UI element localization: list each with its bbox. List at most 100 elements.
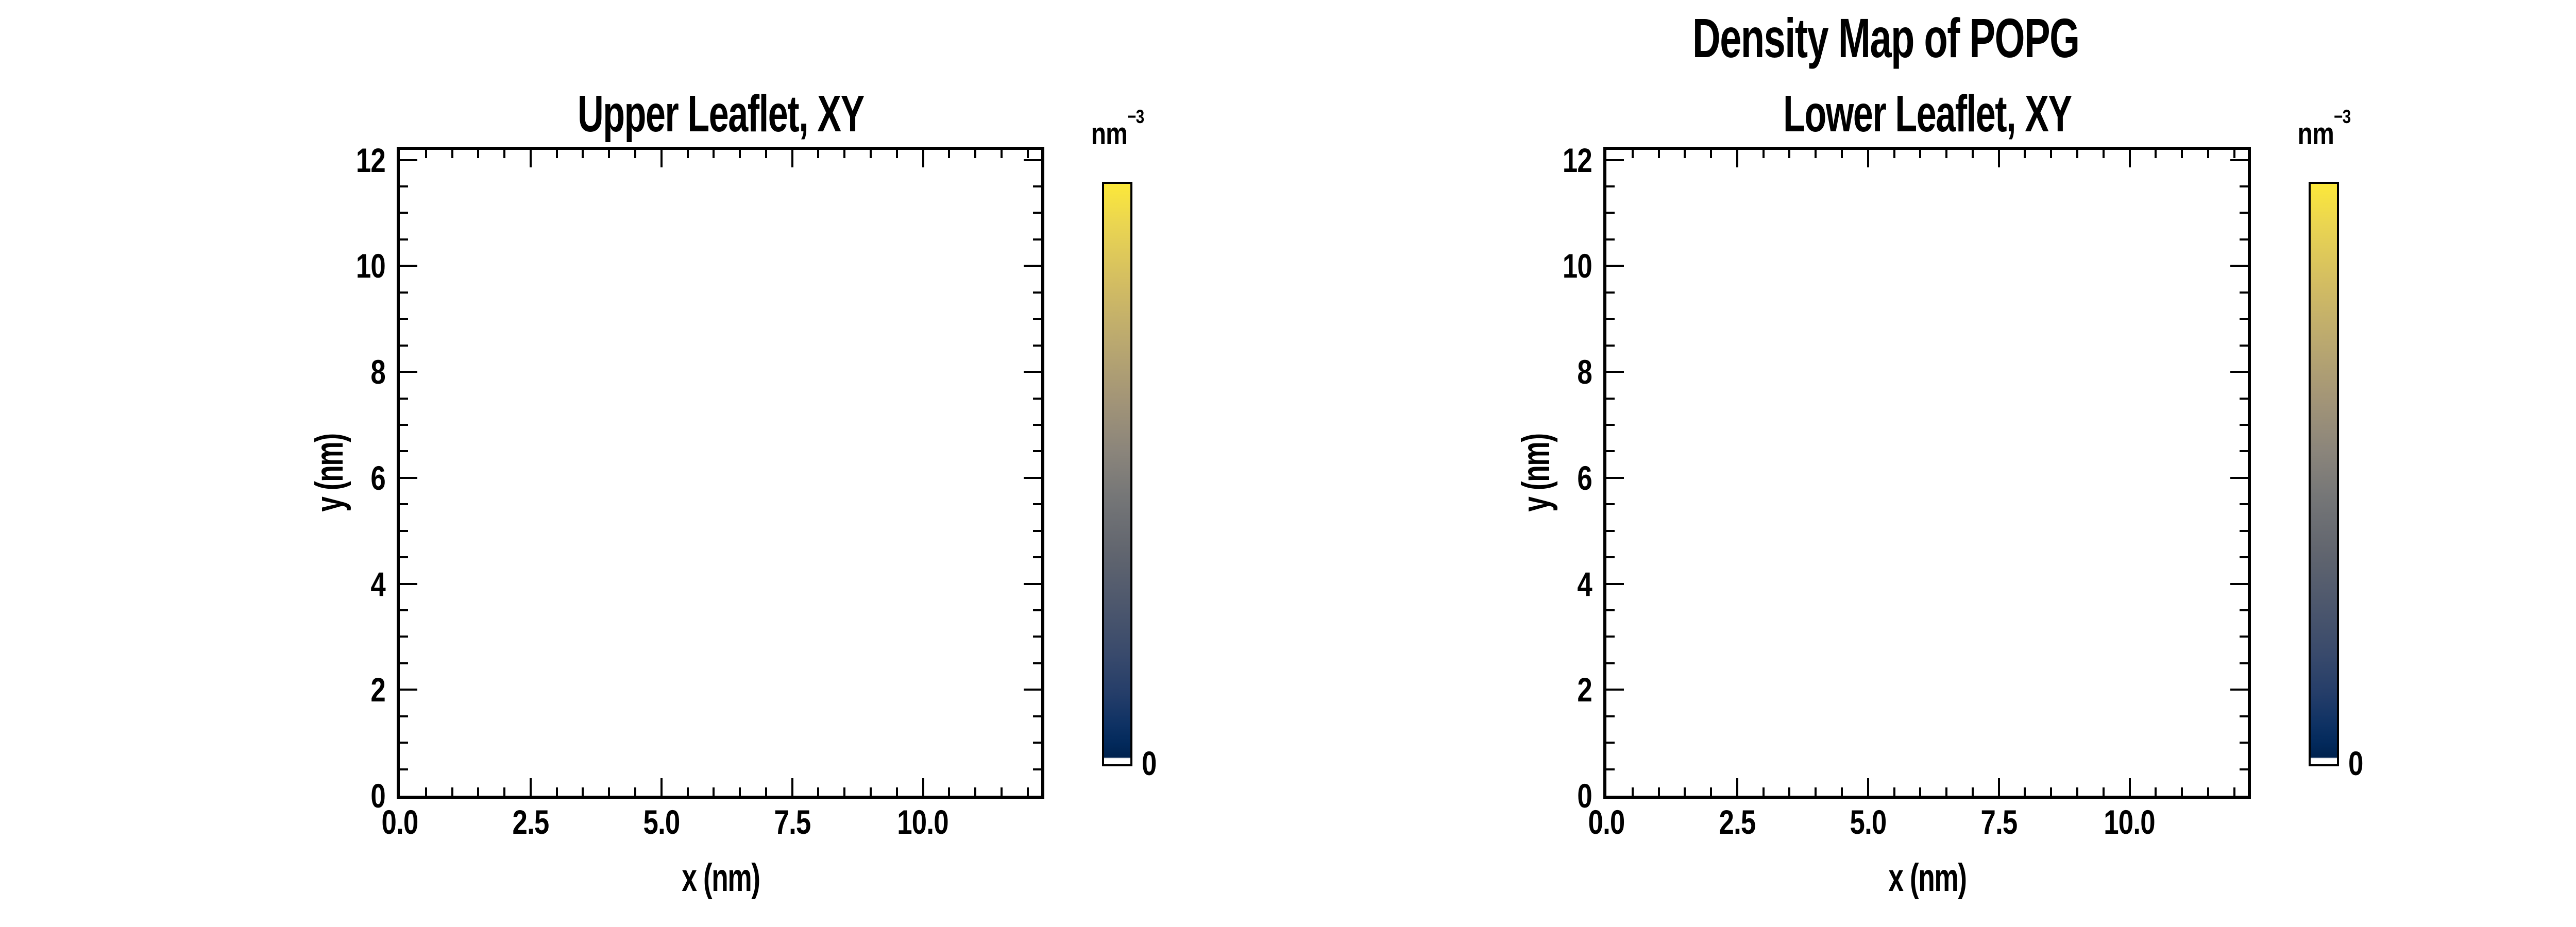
x-major-tick: [1867, 150, 1869, 167]
x-minor-tick: [1657, 150, 1660, 158]
y-minor-tick: [1033, 636, 1041, 638]
x-tick-label: 0.0: [381, 803, 419, 841]
x-minor-tick: [2233, 787, 2235, 796]
x-minor-tick: [1815, 787, 1817, 796]
colorbar-unit-label: nm−3: [1035, 107, 1200, 149]
y-minor-tick: [400, 397, 408, 400]
y-minor-tick: [2240, 291, 2248, 294]
x-minor-tick: [1762, 787, 1765, 796]
x-minor-tick: [2076, 150, 2078, 158]
y-major-tick: [400, 582, 417, 585]
subplot-title: Upper Leaflet, XY: [577, 85, 865, 143]
x-minor-tick: [686, 150, 689, 158]
x-minor-tick: [608, 150, 611, 158]
x-minor-tick: [503, 787, 506, 796]
y-minor-tick: [400, 503, 408, 506]
y-minor-tick: [1033, 556, 1041, 559]
x-minor-tick: [503, 150, 506, 158]
y-major-tick: [1606, 371, 1624, 373]
y-minor-tick: [400, 715, 408, 717]
y-minor-tick: [1606, 609, 1615, 611]
x-minor-tick: [843, 787, 846, 796]
x-major-tick: [2128, 778, 2131, 796]
x-minor-tick: [2181, 150, 2183, 158]
x-minor-tick: [1919, 150, 1922, 158]
x-major-tick: [2128, 150, 2131, 167]
y-minor-tick: [1033, 609, 1041, 611]
x-minor-tick: [1945, 150, 1948, 158]
y-minor-tick: [1606, 450, 1615, 453]
x-minor-tick: [2024, 150, 2026, 158]
y-minor-tick: [400, 185, 408, 187]
colorbar: [2309, 182, 2339, 766]
y-minor-tick: [1033, 662, 1041, 664]
y-minor-tick: [1606, 768, 1615, 770]
x-tick-label: 2.5: [1719, 803, 1756, 841]
y-minor-tick: [2240, 318, 2248, 320]
x-minor-tick: [1893, 150, 1895, 158]
y-minor-tick: [400, 609, 408, 611]
x-minor-tick: [1710, 787, 1713, 796]
y-tick-label: 6: [1577, 458, 1592, 497]
x-major-tick: [660, 778, 663, 796]
y-minor-tick: [1606, 529, 1615, 532]
x-minor-tick: [2207, 787, 2209, 796]
x-minor-tick: [1631, 787, 1634, 796]
x-minor-tick: [1684, 787, 1686, 796]
x-minor-tick: [477, 787, 480, 796]
x-tick-label: 5.0: [1850, 803, 1887, 841]
y-minor-tick: [1606, 185, 1615, 187]
x-minor-tick: [869, 150, 872, 158]
y-minor-tick: [2240, 662, 2248, 664]
y-major-tick: [2230, 689, 2248, 691]
y-minor-tick: [1033, 291, 1041, 294]
x-minor-tick: [2155, 150, 2157, 158]
x-minor-tick: [843, 150, 846, 158]
x-minor-tick: [1971, 787, 1974, 796]
x-minor-tick: [608, 787, 611, 796]
y-minor-tick: [1606, 715, 1615, 717]
x-major-tick: [1736, 778, 1738, 796]
colorbar-min-label: 0: [2348, 744, 2363, 782]
y-minor-tick: [2240, 397, 2248, 400]
x-minor-tick: [2181, 787, 2183, 796]
x-minor-tick: [1815, 150, 1817, 158]
x-minor-tick: [765, 787, 767, 796]
y-minor-tick: [1606, 742, 1615, 744]
y-minor-tick: [2240, 556, 2248, 559]
y-minor-tick: [400, 662, 408, 664]
colorbar-unit-base: nm: [2297, 116, 2334, 151]
x-minor-tick: [713, 787, 715, 796]
colorbar-min-label: 0: [1142, 744, 1157, 782]
y-major-tick: [1024, 582, 1041, 585]
colorbar-unit-label: nm−3: [2242, 107, 2406, 151]
x-minor-tick: [1971, 150, 1974, 158]
x-minor-tick: [895, 150, 898, 158]
x-minor-tick: [555, 787, 558, 796]
plot-area: [397, 147, 1044, 799]
y-minor-tick: [2240, 609, 2248, 611]
y-minor-tick: [1033, 423, 1041, 426]
y-minor-tick: [400, 556, 408, 559]
figure-title: Density Map of POPG: [1692, 7, 2080, 69]
y-tick-label: 8: [370, 353, 385, 391]
x-major-tick: [791, 778, 793, 796]
y-minor-tick: [1606, 344, 1615, 347]
x-tick-label: 0.0: [1588, 803, 1625, 841]
y-major-tick: [2230, 371, 2248, 373]
y-axis-label: y (nm): [308, 434, 351, 512]
y-tick-label: 0: [1577, 777, 1592, 815]
y-minor-tick: [400, 742, 408, 744]
x-major-tick: [529, 778, 532, 796]
x-minor-tick: [1710, 150, 1713, 158]
x-minor-tick: [2207, 150, 2209, 158]
x-minor-tick: [477, 150, 480, 158]
y-minor-tick: [2240, 212, 2248, 214]
x-minor-tick: [1919, 787, 1922, 796]
y-major-tick: [1606, 689, 1624, 691]
y-minor-tick: [400, 318, 408, 320]
y-minor-tick: [1033, 238, 1041, 241]
x-minor-tick: [817, 150, 820, 158]
y-tick-label: 12: [1562, 141, 1592, 179]
x-minor-tick: [1841, 150, 1843, 158]
